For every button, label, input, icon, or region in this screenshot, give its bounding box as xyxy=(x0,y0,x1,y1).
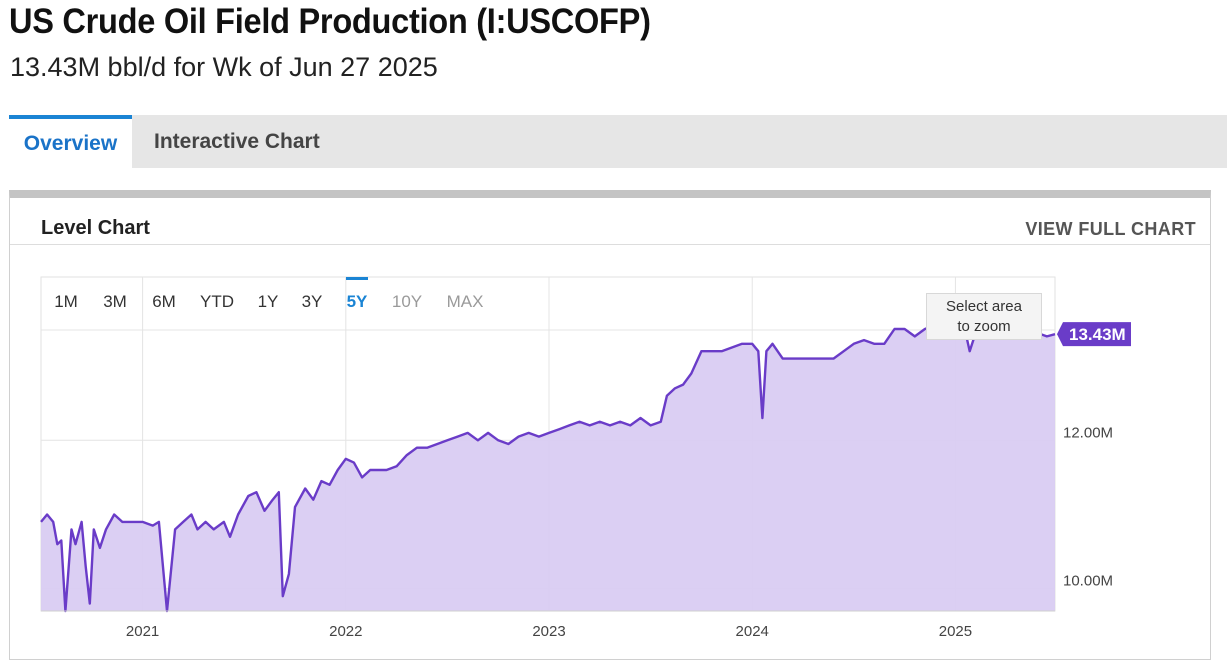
range-button-active-indicator xyxy=(346,277,368,280)
y-tick-label: 10.00M xyxy=(1063,573,1113,590)
x-tick-label: 2025 xyxy=(939,623,972,640)
range-button-3m[interactable]: 3M xyxy=(103,292,127,311)
tooltip-line-1: Select area xyxy=(946,298,1022,315)
zoom-tooltip: Select area to zoom xyxy=(926,293,1042,340)
tab-interactive-chart[interactable]: Interactive Chart xyxy=(154,130,320,153)
x-tick-label: 2024 xyxy=(736,623,769,640)
series-area xyxy=(41,321,1055,611)
page-title: US Crude Oil Field Production (I:USCOFP) xyxy=(9,2,651,41)
last-value-label: 13.43M xyxy=(1069,325,1126,344)
range-button-5y[interactable]: 5Y xyxy=(347,292,368,311)
y-tick-label: 12.00M xyxy=(1063,424,1113,441)
x-tick-label: 2022 xyxy=(329,623,362,640)
range-button-1m[interactable]: 1M xyxy=(54,292,78,311)
panel-title: Level Chart xyxy=(41,217,150,239)
range-button-1y[interactable]: 1Y xyxy=(258,292,279,311)
x-tick-label: 2021 xyxy=(126,623,159,640)
last-value-badge xyxy=(1057,322,1131,347)
tab-bar: Overview Interactive Chart xyxy=(9,115,1227,168)
panel-divider xyxy=(10,244,1210,245)
x-tick-label: 2023 xyxy=(532,623,565,640)
series-line xyxy=(40,320,1056,613)
tab-overview[interactable]: Overview xyxy=(9,115,132,168)
view-full-chart-link[interactable]: VIEW FULL CHART xyxy=(1025,219,1196,239)
tooltip-line-2: to zoom xyxy=(957,318,1011,335)
page-subtitle: 13.43M bbl/d for Wk of Jun 27 2025 xyxy=(10,52,438,82)
range-button-10y[interactable]: 10Y xyxy=(392,292,422,311)
range-button-max[interactable]: MAX xyxy=(447,292,484,311)
range-button-6m[interactable]: 6M xyxy=(152,292,176,311)
range-button-ytd[interactable]: YTD xyxy=(200,292,234,311)
range-button-3y[interactable]: 3Y xyxy=(302,292,323,311)
level-chart-panel: Level Chart VIEW FULL CHART xyxy=(9,190,1211,660)
